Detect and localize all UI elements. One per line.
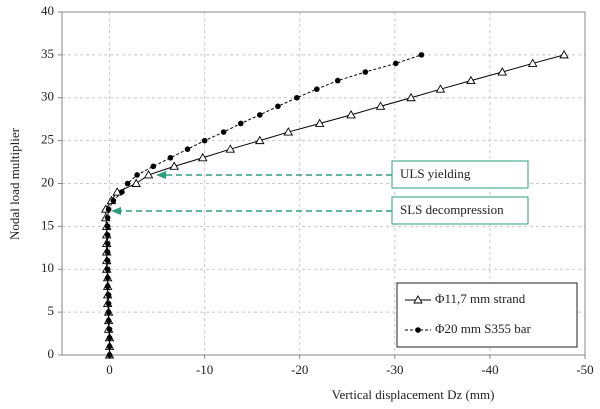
marker	[105, 309, 112, 315]
marker	[104, 275, 111, 281]
marker	[106, 352, 113, 358]
marker	[104, 232, 111, 238]
marker	[362, 69, 369, 75]
marker	[283, 127, 294, 136]
x-tick-label: -10	[196, 362, 213, 377]
marker	[256, 112, 263, 118]
annotation-text: SLS decompression	[400, 202, 504, 217]
marker	[105, 317, 112, 324]
marker	[527, 58, 538, 67]
marker	[220, 129, 227, 135]
x-axis-label: Vertical displacement Dz (mm)	[332, 387, 495, 402]
arrow-head	[111, 207, 121, 215]
series	[104, 52, 425, 358]
legend-marker	[413, 295, 423, 304]
marker	[134, 172, 140, 178]
marker	[406, 92, 416, 102]
marker	[167, 154, 174, 161]
marker	[392, 60, 399, 67]
legend-marker	[415, 327, 421, 333]
marker	[105, 292, 112, 298]
marker	[466, 75, 476, 85]
y-tick-label: 10	[41, 260, 54, 275]
marker	[435, 84, 446, 93]
y-tick-label: 20	[41, 174, 54, 189]
marker	[375, 101, 386, 110]
marker	[237, 120, 244, 127]
y-tick-label: 0	[48, 346, 55, 361]
y-tick-label: 30	[41, 89, 54, 104]
marker	[124, 180, 131, 187]
marker	[106, 335, 113, 341]
legend: Φ11,7 mm strand Φ20 mm S355 bar	[396, 282, 578, 348]
annotation-box	[391, 196, 529, 225]
marker	[104, 240, 111, 247]
x-tick-label: -40	[481, 362, 498, 377]
marker	[105, 300, 112, 307]
marker	[143, 170, 154, 179]
marker	[106, 343, 113, 350]
marker	[201, 137, 208, 144]
annotation-box	[391, 160, 529, 189]
marker	[131, 178, 141, 187]
y-tick-label: 40	[41, 3, 54, 18]
marker	[346, 109, 356, 119]
marker	[106, 326, 113, 333]
marker	[104, 223, 111, 230]
x-tick-label: -30	[386, 362, 403, 377]
annotation-text: ULS yielding	[400, 166, 471, 181]
marker	[225, 144, 236, 153]
marker	[104, 283, 111, 290]
legend-label: Φ20 mm S355 bar	[435, 321, 531, 336]
marker	[255, 135, 265, 145]
arrow-head	[156, 171, 166, 179]
y-axis-label: Nodal load multiplier	[7, 127, 22, 240]
marker	[104, 266, 111, 273]
marker	[418, 52, 425, 58]
marker	[294, 94, 300, 101]
marker	[334, 77, 341, 84]
marker	[314, 118, 325, 127]
marker	[110, 197, 117, 204]
marker	[150, 163, 157, 170]
x-tick-label: 0	[106, 362, 113, 377]
marker	[559, 49, 569, 59]
y-tick-label: 25	[41, 132, 54, 147]
marker	[275, 103, 281, 110]
marker	[184, 146, 191, 152]
marker	[105, 206, 112, 213]
marker	[119, 189, 125, 195]
y-tick-label: 15	[41, 217, 54, 232]
legend-box	[396, 282, 578, 348]
marker	[104, 215, 111, 221]
y-tick-label: 35	[41, 46, 54, 61]
legend-label: Φ11,7 mm strand	[435, 291, 526, 306]
marker	[169, 161, 179, 170]
series-line	[107, 54, 422, 355]
x-tick-label: -20	[291, 362, 308, 377]
marker	[104, 257, 111, 264]
annotation-sls: SLS decompression	[111, 196, 529, 225]
y-tick-label: 5	[48, 303, 55, 318]
marker	[497, 67, 508, 76]
annotation-uls: ULS yielding	[156, 160, 529, 189]
x-tick-label: -50	[576, 362, 593, 377]
marker	[197, 152, 208, 162]
marker	[314, 86, 320, 92]
marker	[104, 249, 111, 255]
